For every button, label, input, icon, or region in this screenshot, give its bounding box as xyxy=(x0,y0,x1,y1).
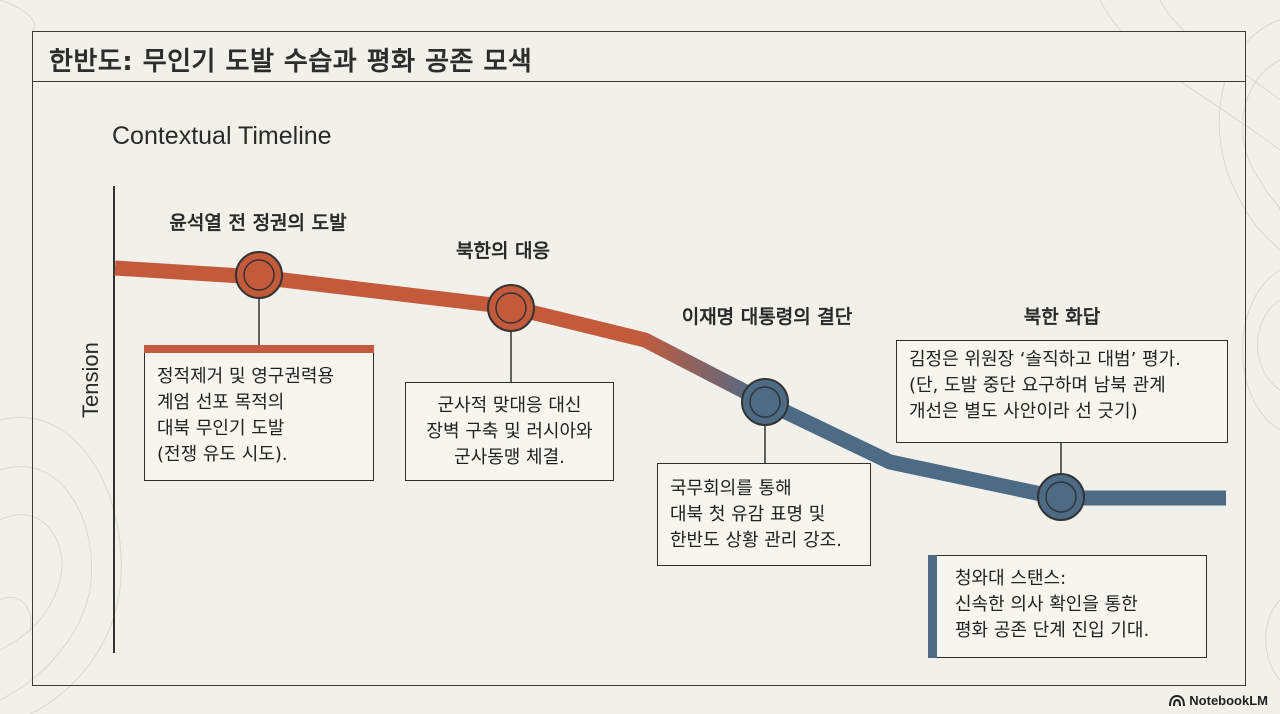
milestone-marker-4 xyxy=(1037,473,1085,521)
box-line: 대북 무인기 도발 xyxy=(157,418,285,439)
milestone-marker-2 xyxy=(487,284,535,332)
escalation-accent-bar xyxy=(144,345,374,353)
box-line: 군사동맹 체결. xyxy=(454,447,565,468)
stage-label-3: 이재명 대통령의 결단 xyxy=(681,306,853,328)
stage-4-description-box: 김정은 위원장 ‘솔직하고 대범’ 평가. (단, 도발 중단 요구하며 남북 … xyxy=(896,340,1228,443)
box-line: 한반도 상황 관리 강조. xyxy=(670,530,842,551)
tension-axis-line xyxy=(113,186,115,653)
blue-house-stance-box: 청와대 스탠스: 신속한 의사 확인을 통한 평화 공존 단계 진입 기대. xyxy=(928,555,1207,658)
notebooklm-watermark: NotebookLM xyxy=(1169,693,1268,708)
box-line: 정적제거 및 영구권력용 xyxy=(157,366,335,387)
tension-curve xyxy=(114,260,1226,506)
box-line: 국무회의를 통해 xyxy=(670,478,792,499)
box-line: 평화 공존 단계 진입 기대. xyxy=(955,620,1150,641)
stage-1-description-box: 정적제거 및 영구권력용 계엄 선포 목적의 대북 무인기 도발 (전쟁 유도 … xyxy=(144,345,374,481)
box-line: 군사적 맞대응 대신 xyxy=(437,395,582,416)
stage-label-1: 윤석열 전 정권의 도발 xyxy=(169,212,347,234)
box-line: (전쟁 유도 시도). xyxy=(157,444,288,465)
box-line: 장벽 구축 및 러시아와 xyxy=(426,421,593,442)
stage-label-4: 북한 화답 xyxy=(1023,306,1101,328)
box-line: 김정은 위원장 ‘솔직하고 대범’ 평가. xyxy=(909,349,1181,370)
deescalation-accent-bar xyxy=(928,555,937,658)
milestone-marker-1 xyxy=(235,251,283,299)
box-line: (단, 도발 중단 요구하며 남북 관계 xyxy=(909,375,1166,396)
timeline-subtitle: Contextual Timeline xyxy=(112,122,332,150)
stage-3-description-box: 국무회의를 통해 대북 첫 유감 표명 및 한반도 상황 관리 강조. xyxy=(657,463,871,566)
watermark-text: NotebookLM xyxy=(1189,693,1268,708)
stage-label-2: 북한의 대응 xyxy=(455,240,551,262)
milestone-marker-3 xyxy=(741,378,789,426)
page-title: 한반도: 무인기 도발 수습과 평화 공존 모색 xyxy=(49,47,533,77)
stage-2-description-box: 군사적 맞대응 대신 장벽 구축 및 러시아와 군사동맹 체결. xyxy=(405,382,614,481)
box-line: 대북 첫 유감 표명 및 xyxy=(670,504,826,525)
box-line: 신속한 의사 확인을 통한 xyxy=(955,594,1138,615)
box-line: 청와대 스탠스: xyxy=(955,568,1067,589)
box-line: 개선은 별도 사안이라 선 긋기) xyxy=(909,401,1138,422)
slide-frame: 한반도: 무인기 도발 수습과 평화 공존 모색 xyxy=(32,31,1246,686)
notebooklm-logo-icon xyxy=(1169,694,1186,706)
box-line: 계엄 선포 목적의 xyxy=(157,392,285,413)
title-bar: 한반도: 무인기 도발 수습과 평화 공존 모색 xyxy=(33,32,1245,82)
